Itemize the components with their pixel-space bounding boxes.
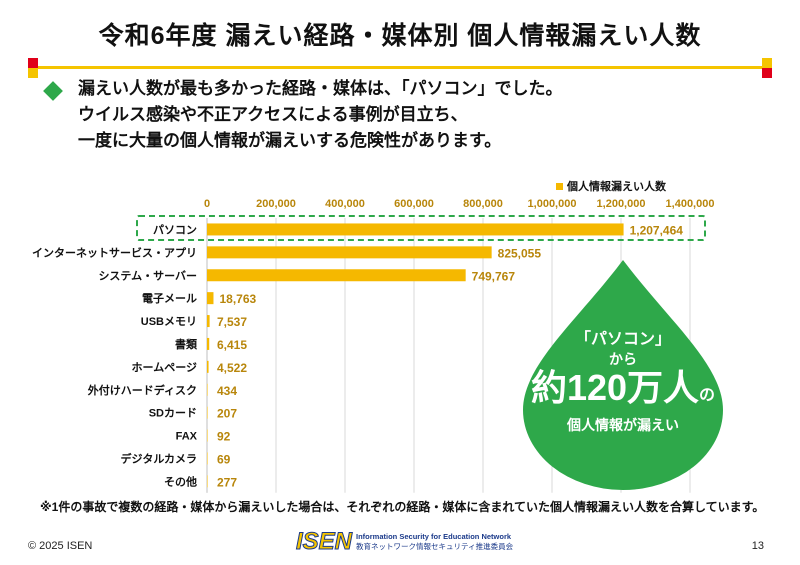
logo-text: Information Security for Education Netwo…	[356, 532, 513, 552]
lead-text: 漏えい人数が最も多かった経路・媒体は、「パソコン」でした。 ウイルス感染や不正ア…	[78, 76, 563, 154]
page-number: 13	[751, 540, 764, 552]
category-label: インターネットサービス・アプリ	[32, 245, 197, 259]
bar	[207, 383, 208, 396]
data-label: 825,055	[498, 246, 542, 260]
x-tick-label: 1,000,000	[528, 198, 577, 210]
bar	[207, 452, 208, 465]
callout-text: 「パソコン」 から 約120万人の 個人情報が漏えい	[518, 330, 728, 434]
bar-chart: 0 200,000 400,000 600,000 800,000 1,000,000 1,…	[32, 198, 715, 493]
callout-headline: 約120万人の	[518, 368, 728, 416]
corner-square-left-bottom	[28, 68, 38, 78]
bar	[207, 337, 210, 350]
highlight-box	[136, 215, 706, 241]
bar	[207, 429, 208, 442]
callout-suffix: の	[699, 387, 716, 404]
category-label: その他	[164, 474, 197, 488]
category-label: 電子メール	[142, 292, 197, 305]
callout-line1: 「パソコン」	[574, 331, 671, 348]
bar	[207, 315, 210, 328]
data-label: 92	[217, 430, 231, 444]
data-label: 18,763	[219, 292, 256, 306]
data-label: 69	[217, 452, 231, 466]
legend-swatch	[556, 182, 563, 190]
copyright: © 2025 ISEN	[28, 540, 93, 552]
category-label: システム・サーバー	[98, 269, 197, 282]
lead-line: ウイルス感染や不正アクセスによる事例が目立ち、	[78, 105, 468, 124]
chart-legend: 個人情報漏えい人数	[556, 178, 666, 194]
bar	[207, 360, 209, 373]
footnote: ※1件の事故で複数の経路・媒体から漏えいした場合は、それぞれの経路・媒体に含まれ…	[40, 500, 765, 514]
category-label: ホームページ	[132, 361, 197, 374]
category-label: 書類	[175, 337, 198, 351]
water-drop-shape	[523, 260, 723, 490]
legend-label: 個人情報漏えい人数	[567, 181, 666, 193]
bar	[207, 246, 492, 259]
callout-number: 約120万人	[530, 367, 700, 408]
data-label: 7,537	[217, 315, 247, 329]
category-label: USBメモリ	[141, 315, 197, 328]
lead-line: 一度に大量の個人情報が漏えいする危険性があります。	[78, 131, 502, 150]
category-label: デジタルカメラ	[121, 451, 197, 465]
bar	[207, 475, 208, 488]
data-label: 6,415	[217, 338, 247, 352]
logo-english: Information Security for Education Netwo…	[356, 532, 512, 541]
lead-line: 漏えい人数が最も多かった経路・媒体は、「パソコン」でした。	[78, 79, 563, 98]
data-label: 1,207,464	[630, 223, 684, 237]
x-tick-label: 800,000	[463, 198, 503, 210]
x-tick-label: 1,200,000	[597, 198, 646, 210]
x-tick-label: 400,000	[325, 198, 365, 210]
title-underline	[32, 66, 768, 69]
bar	[207, 223, 624, 236]
x-tick-label: 200,000	[256, 198, 296, 210]
page-title: 令和6年度 漏えい経路・媒体別 個人情報漏えい人数	[98, 22, 702, 50]
x-tick-label: 600,000	[394, 198, 434, 210]
category-label: パソコン	[153, 223, 197, 236]
category-label: SDカード	[149, 407, 197, 420]
bar	[207, 269, 466, 282]
logo-mark: ISEN	[295, 528, 353, 556]
data-label: 4,522	[217, 361, 247, 375]
data-label: 277	[217, 475, 237, 489]
callout-line2: から	[609, 351, 637, 367]
corner-square-right-top	[762, 58, 772, 68]
data-label: 749,767	[472, 269, 516, 283]
category-label: 外付けハードディスク	[87, 383, 197, 397]
data-label: 207	[217, 407, 237, 421]
callout-line4: 個人情報が漏えい	[567, 417, 679, 433]
bar	[207, 406, 208, 419]
bar	[207, 292, 214, 305]
category-label: FAX	[176, 431, 198, 443]
logo-japanese: 教育ネットワーク情報セキュリティ推進委員会	[356, 542, 514, 551]
data-label: 434	[217, 384, 237, 398]
corner-square-left-top	[28, 58, 38, 68]
corner-square-right-bottom	[762, 68, 772, 78]
x-tick-label: 0	[204, 198, 210, 210]
isen-logo: ISEN Information Security for Education …	[295, 528, 513, 556]
x-tick-label: 1,400,000	[666, 198, 715, 210]
